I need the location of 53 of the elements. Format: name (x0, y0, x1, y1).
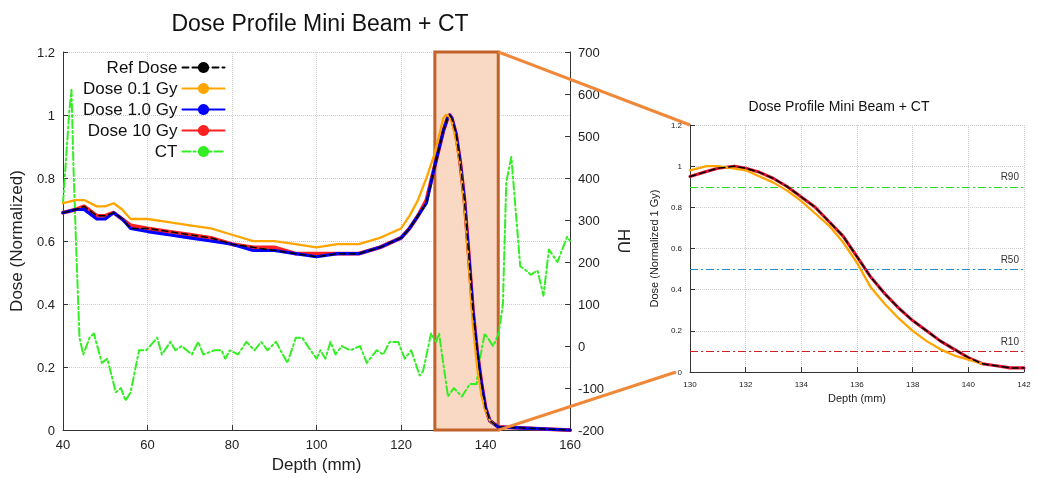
x-tick-label: 132 (738, 379, 753, 389)
x-tick-label: 134 (794, 379, 809, 389)
y2-tick-label: 300 (578, 212, 600, 228)
x-axis-title: Depth (mm) (271, 455, 362, 474)
x-tick-label: 140 (961, 379, 976, 389)
y2-tick-label: 100 (578, 296, 600, 312)
y-tick-label: 0.8 (36, 170, 55, 186)
y-tick-label: 0 (677, 367, 683, 377)
x-axis-title: Depth (mm) (827, 392, 887, 405)
x-tick-label: 140 (474, 437, 497, 453)
y2-tick-label: 200 (578, 254, 600, 270)
y2-tick-label: -200 (578, 422, 605, 438)
legend-label: CT (154, 142, 178, 161)
y-tick-label: 0.6 (36, 233, 55, 249)
y2-tick-label: -100 (578, 380, 605, 396)
y2-tick-label: 0 (578, 338, 586, 354)
x-tick-label: 136 (850, 379, 865, 389)
y-tick-label: 1 (47, 107, 55, 123)
y-axis-title: Dose (Normalized 1 Gy) (648, 189, 661, 308)
x-tick-label: 130 (683, 379, 698, 389)
x-tick-label: 60 (140, 437, 155, 453)
y-tick-label: 0.4 (36, 296, 55, 312)
y-tick-label: 1.2 (36, 44, 55, 60)
y2-tick-label: 700 (578, 44, 600, 60)
y-tick-label: 1.2 (670, 120, 683, 130)
x-tick-label: 160 (559, 437, 581, 453)
y-tick-label: 1 (677, 161, 683, 171)
chart-title: Dose Profile Mini Beam + CT (171, 9, 469, 36)
ref-line-label: R90 (1000, 171, 1020, 183)
y-tick-label: 0.4 (670, 285, 683, 295)
y-tick-label: 0.6 (670, 244, 683, 253)
y2-tick-label: 400 (578, 170, 600, 186)
y-tick-label: 0.2 (670, 326, 683, 336)
chart-title: Dose Profile Mini Beam + CT (748, 98, 930, 114)
x-tick-label: 142 (1017, 379, 1032, 389)
x-tick-label: 80 (224, 437, 240, 453)
y-tick-label: 0.2 (36, 359, 55, 375)
y-tick-label: 0.8 (670, 202, 683, 212)
x-tick-label: 120 (390, 437, 412, 453)
ref-line-label: R50 (1000, 253, 1020, 265)
y2-tick-label: 500 (578, 128, 600, 144)
y-tick-label: 0 (47, 422, 55, 438)
y-axis-title: Dose (Normalized) (7, 170, 26, 312)
legend-label: Dose 10 Gy (87, 121, 178, 140)
legend-label: Dose 0.1 Gy (82, 79, 178, 98)
legend-label: Ref Dose (106, 58, 178, 77)
y2-axis-title: HU (614, 228, 633, 254)
x-tick-label: 138 (905, 379, 920, 389)
legend-label: Dose 1.0 Gy (82, 100, 178, 119)
x-tick-label: 100 (305, 437, 328, 453)
ref-line-label: R10 (1000, 335, 1020, 347)
y2-tick-label: 600 (578, 86, 600, 102)
x-tick-label: 40 (55, 437, 71, 453)
